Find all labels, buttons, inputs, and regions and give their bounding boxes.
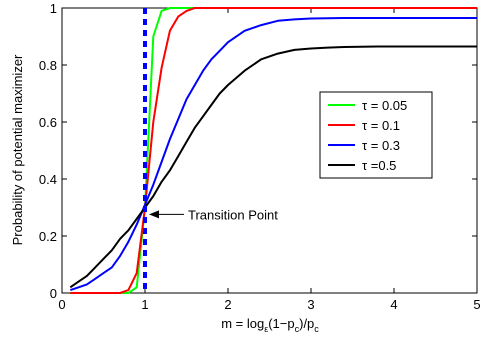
y-tick-label: 1 bbox=[50, 1, 57, 16]
legend-label-3: τ =0.5 bbox=[362, 158, 396, 173]
series-line-1 bbox=[70, 7, 477, 294]
legend-label-1: τ = 0.1 bbox=[362, 118, 400, 133]
x-axis-label: m = logε(1−pc)/pc bbox=[221, 316, 319, 334]
x-tick-label: 4 bbox=[390, 297, 397, 312]
series-line-3 bbox=[69, 45, 477, 289]
y-tick-label: 0.2 bbox=[39, 229, 57, 244]
y-tick-label: 0.4 bbox=[39, 172, 57, 187]
legend-label-2: τ = 0.3 bbox=[362, 138, 400, 153]
y-axis-label: Probability of potential maximizer bbox=[10, 54, 25, 245]
x-axis-label-part3: )/p bbox=[299, 316, 314, 331]
legend: τ = 0.05 τ = 0.1 τ = 0.3 τ =0.5 bbox=[319, 91, 433, 179]
annotation-text: Transition Point bbox=[188, 207, 278, 222]
x-axis-label-part2: (1−p bbox=[268, 316, 294, 331]
y-tick-label: 0.6 bbox=[39, 115, 57, 130]
series-line-2 bbox=[69, 17, 477, 292]
series-layer bbox=[69, 7, 477, 294]
x-axis-label-sub1: ε bbox=[264, 324, 268, 334]
y-tick-label: 0 bbox=[50, 286, 57, 301]
transition-annotation: Transition Point bbox=[149, 207, 278, 222]
x-tick-label: 1 bbox=[141, 297, 148, 312]
x-tick-label: 5 bbox=[473, 297, 480, 312]
x-axis-label-sub3: c bbox=[314, 324, 319, 334]
x-tick-label: 0 bbox=[58, 297, 65, 312]
x-axis-label-sub2: c bbox=[295, 324, 300, 334]
y-tick-label: 0.8 bbox=[39, 58, 57, 73]
legend-box bbox=[319, 91, 433, 179]
legend-label-0: τ = 0.05 bbox=[362, 98, 407, 113]
annotation-arrow-head bbox=[149, 210, 159, 219]
x-tick-label: 3 bbox=[307, 297, 314, 312]
x-axis-label-part1: m = log bbox=[221, 316, 264, 331]
x-tick-label: 2 bbox=[224, 297, 231, 312]
